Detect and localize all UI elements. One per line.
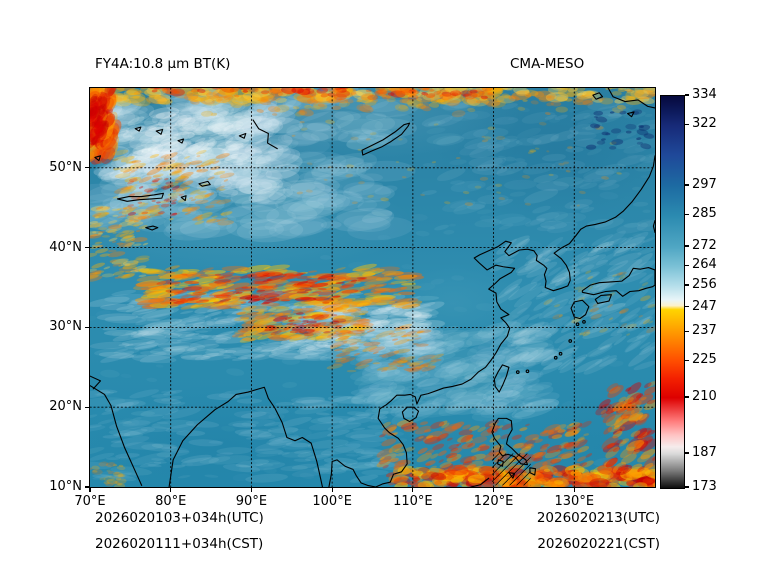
valid-time-cst: 2026020221(CST): [537, 536, 660, 552]
colorbar-tick-label: 256: [692, 276, 717, 292]
y-tick-label: 40°N: [49, 239, 82, 255]
y-tick-label: 10°N: [49, 479, 82, 494]
x-tick-label: 120°E: [473, 494, 514, 509]
x-tick-label: 110°E: [393, 494, 433, 509]
colorbar-tick-mark: [685, 245, 689, 247]
colorbar-tick-mark: [685, 306, 689, 308]
colorbar-tick-label: 285: [692, 206, 717, 222]
x-tick-label: 130°E: [554, 494, 595, 509]
colorbar-tick-label: 322: [692, 116, 717, 132]
colorbar-tick-label: 264: [692, 257, 717, 273]
colorbar-tick-mark: [685, 486, 689, 488]
y-tick-mark: [85, 167, 89, 169]
x-tick-label: 70°E: [74, 494, 106, 509]
y-tick-label: 20°N: [49, 399, 82, 415]
y-tick-mark: [85, 247, 89, 249]
map-canvas: [90, 88, 655, 487]
colorbar-tick-mark: [685, 359, 689, 361]
colorbar-tick-label: 334: [692, 87, 717, 102]
valid-time-utc: 2026020213(UTC): [536, 510, 660, 526]
x-tick-mark: [492, 488, 495, 492]
x-tick-mark: [250, 488, 253, 492]
colorbar-tick-label: 297: [692, 177, 717, 193]
colorbar-tick-mark: [685, 284, 689, 286]
colorbar-tick-label: 237: [692, 323, 717, 339]
y-tick-mark: [85, 486, 89, 488]
y-tick-label: 30°N: [49, 319, 82, 335]
colorbar-frame: [660, 95, 685, 489]
x-tick-mark: [573, 488, 575, 492]
x-tick-label: 100°E: [312, 494, 352, 509]
plot-title-right: CMA-MESO: [510, 56, 585, 72]
x-tick-mark: [89, 488, 91, 492]
init-time-cst: 2026020111+034h(CST): [95, 536, 264, 552]
x-tick-mark: [331, 488, 333, 492]
init-time-utc: 2026020103+034h(UTC): [95, 510, 264, 526]
colorbar-tick-mark: [685, 184, 689, 186]
x-tick-label: 90°E: [235, 494, 268, 509]
colorbar-gradient: [661, 96, 684, 488]
x-tick-mark: [170, 488, 172, 492]
colorbar-tick-mark: [685, 330, 689, 332]
plot-title-left: FY4A:10.8 μm BT(K): [95, 56, 231, 72]
colorbar-tick-mark: [685, 264, 689, 267]
colorbar-tick-mark: [685, 94, 689, 96]
colorbar-tick-label: 173: [692, 479, 717, 494]
y-tick-label: 50°N: [49, 159, 82, 175]
colorbar-tick-label: 187: [692, 444, 717, 460]
y-tick-mark: [85, 326, 89, 328]
colorbar-tick-mark: [685, 213, 689, 215]
y-tick-mark: [85, 406, 89, 408]
colorbar-tick-label: 247: [692, 298, 717, 314]
colorbar-tick-label: 272: [692, 237, 717, 253]
colorbar-tick-label: 225: [692, 352, 717, 368]
colorbar-tick-mark: [685, 396, 689, 398]
colorbar-tick-mark: [685, 452, 689, 454]
colorbar-tick-label: 210: [692, 388, 717, 404]
x-tick-label: 80°E: [155, 494, 187, 509]
plot-frame: [89, 87, 656, 488]
x-tick-mark: [412, 488, 414, 492]
colorbar-tick-mark: [685, 123, 689, 125]
